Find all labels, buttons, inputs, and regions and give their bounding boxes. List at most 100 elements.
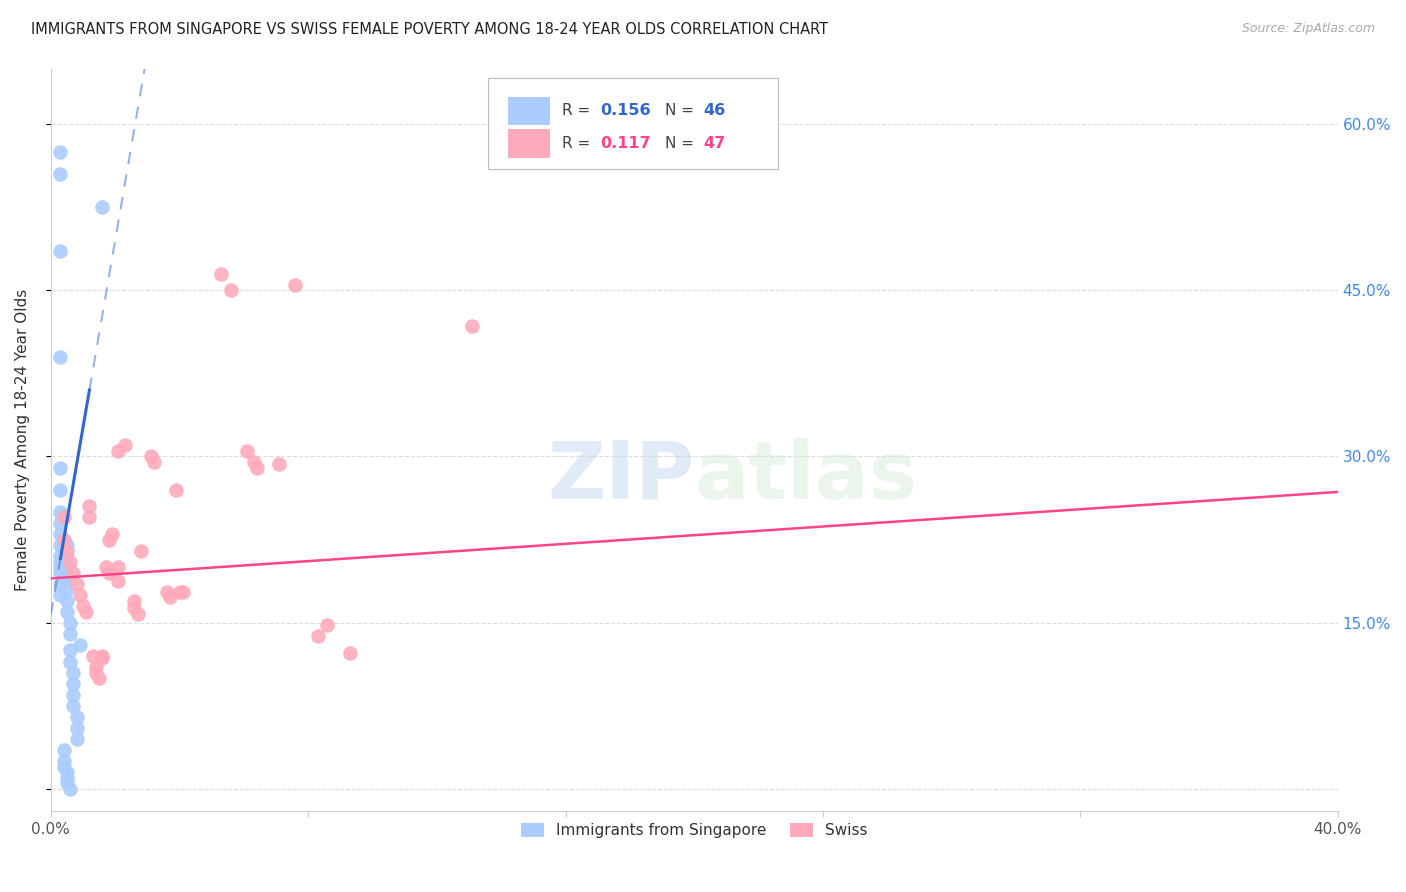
Legend: Immigrants from Singapore, Swiss: Immigrants from Singapore, Swiss xyxy=(515,817,873,845)
Point xyxy=(91,200,114,214)
Point xyxy=(49,588,72,602)
Text: 0.156: 0.156 xyxy=(600,103,651,119)
Point xyxy=(219,283,242,297)
Text: N =: N = xyxy=(665,136,699,151)
Y-axis label: Female Poverty Among 18-24 Year Olds: Female Poverty Among 18-24 Year Olds xyxy=(15,289,30,591)
Point xyxy=(107,560,129,574)
Text: R =: R = xyxy=(561,136,595,151)
Point xyxy=(56,605,79,619)
Point xyxy=(49,560,72,574)
Point xyxy=(59,627,82,641)
Point xyxy=(49,460,72,475)
Point xyxy=(156,584,179,599)
Text: 47: 47 xyxy=(703,136,725,151)
Point xyxy=(269,457,291,471)
Point xyxy=(284,277,307,292)
Point xyxy=(107,574,129,588)
Point xyxy=(62,688,84,702)
Point xyxy=(209,267,232,281)
Point xyxy=(107,444,129,458)
Point xyxy=(59,643,82,657)
Text: IMMIGRANTS FROM SINGAPORE VS SWISS FEMALE POVERTY AMONG 18-24 YEAR OLDS CORRELAT: IMMIGRANTS FROM SINGAPORE VS SWISS FEMAL… xyxy=(31,22,828,37)
Point xyxy=(49,505,72,519)
Point xyxy=(49,555,72,569)
Point xyxy=(56,771,79,785)
Point xyxy=(56,593,79,607)
Point xyxy=(62,566,84,580)
Point xyxy=(52,743,75,757)
Point xyxy=(79,500,101,514)
Point xyxy=(87,671,110,685)
Point xyxy=(91,648,114,663)
Point xyxy=(139,450,162,464)
Point xyxy=(84,665,107,680)
Point xyxy=(52,533,75,547)
Point xyxy=(56,776,79,790)
Point xyxy=(52,533,75,547)
Point xyxy=(124,601,146,615)
Point xyxy=(56,582,79,597)
Point xyxy=(65,732,87,747)
Point xyxy=(59,615,82,630)
Point xyxy=(339,646,361,660)
Text: Source: ZipAtlas.com: Source: ZipAtlas.com xyxy=(1241,22,1375,36)
Point xyxy=(62,676,84,690)
Point xyxy=(49,350,72,364)
Point xyxy=(56,560,79,574)
Point xyxy=(84,660,107,674)
Point xyxy=(49,577,72,591)
Text: ZIP: ZIP xyxy=(547,438,695,516)
Point xyxy=(59,655,82,669)
Text: atlas: atlas xyxy=(695,438,917,516)
Point xyxy=(49,145,72,159)
Point xyxy=(56,538,79,552)
Point xyxy=(52,760,75,774)
Point xyxy=(159,591,181,605)
Point xyxy=(49,566,72,580)
Point xyxy=(56,543,79,558)
Point xyxy=(49,244,72,259)
Point xyxy=(169,584,191,599)
Point xyxy=(114,438,136,452)
Point xyxy=(101,527,124,541)
Point xyxy=(316,618,339,632)
Point xyxy=(82,648,104,663)
Point xyxy=(65,577,87,591)
Point xyxy=(246,460,269,475)
Text: 46: 46 xyxy=(703,103,725,119)
Point xyxy=(62,698,84,713)
Point xyxy=(49,483,72,497)
Point xyxy=(56,571,79,585)
Point xyxy=(69,588,91,602)
FancyBboxPatch shape xyxy=(508,96,550,125)
Point xyxy=(97,533,120,547)
Text: R =: R = xyxy=(561,103,595,119)
FancyBboxPatch shape xyxy=(488,78,778,169)
Point xyxy=(52,571,75,585)
FancyBboxPatch shape xyxy=(508,129,550,158)
Point xyxy=(52,754,75,768)
Point xyxy=(72,599,94,614)
Point xyxy=(461,318,484,333)
Point xyxy=(124,593,146,607)
Point xyxy=(172,584,194,599)
Point xyxy=(91,651,114,665)
Point xyxy=(79,510,101,524)
Point xyxy=(49,516,72,530)
Point xyxy=(75,605,97,619)
Point xyxy=(129,543,152,558)
Point xyxy=(49,538,72,552)
Point xyxy=(49,549,72,564)
Text: N =: N = xyxy=(665,103,699,119)
Point xyxy=(65,710,87,724)
Point xyxy=(307,629,329,643)
Point xyxy=(52,543,75,558)
Point xyxy=(69,638,91,652)
Point xyxy=(165,483,187,497)
Point xyxy=(142,455,165,469)
Point xyxy=(242,455,264,469)
Point xyxy=(127,607,149,621)
Point xyxy=(236,444,259,458)
Point xyxy=(49,527,72,541)
Point xyxy=(65,721,87,735)
